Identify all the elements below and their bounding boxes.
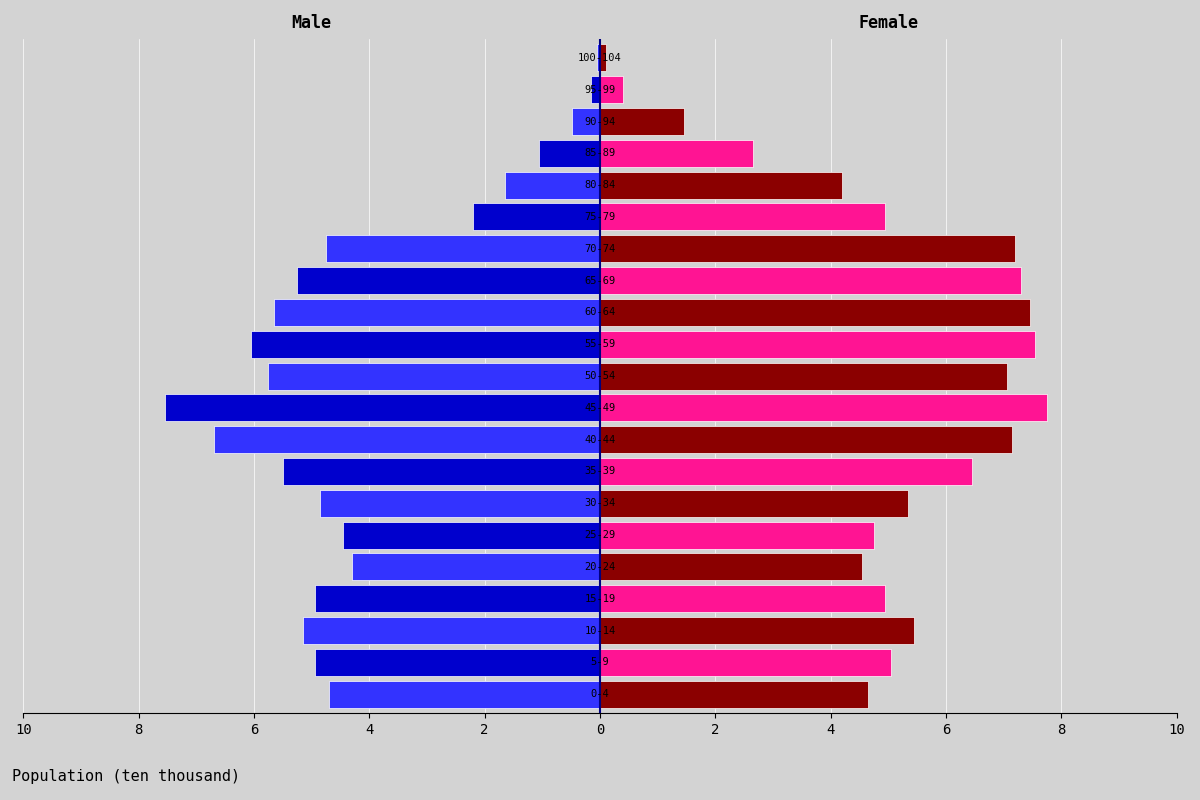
- Text: Female: Female: [858, 14, 918, 33]
- Bar: [592, 76, 600, 103]
- Bar: [275, 299, 600, 326]
- Bar: [283, 458, 600, 485]
- Bar: [304, 617, 600, 644]
- Bar: [343, 522, 600, 549]
- Bar: [505, 172, 600, 198]
- Bar: [600, 362, 1007, 390]
- Text: 50-54: 50-54: [584, 371, 616, 381]
- Bar: [600, 681, 868, 708]
- Text: 100-104: 100-104: [578, 53, 622, 63]
- Text: 75-79: 75-79: [584, 212, 616, 222]
- Bar: [314, 649, 600, 676]
- Bar: [326, 235, 600, 262]
- Text: 35-39: 35-39: [584, 466, 616, 477]
- Bar: [600, 172, 842, 198]
- Text: 20-24: 20-24: [584, 562, 616, 572]
- Bar: [600, 554, 863, 581]
- Bar: [600, 458, 972, 485]
- Text: Population (ten thousand): Population (ten thousand): [12, 769, 240, 784]
- Bar: [600, 203, 886, 230]
- Text: 45-49: 45-49: [584, 403, 616, 413]
- Bar: [600, 426, 1013, 453]
- Text: 30-34: 30-34: [584, 498, 616, 508]
- Text: 60-64: 60-64: [584, 307, 616, 318]
- Text: 85-89: 85-89: [584, 148, 616, 158]
- Text: 65-69: 65-69: [584, 276, 616, 286]
- Bar: [600, 76, 623, 103]
- Bar: [298, 267, 600, 294]
- Bar: [473, 203, 600, 230]
- Bar: [320, 490, 600, 517]
- Bar: [600, 140, 752, 167]
- Bar: [600, 44, 606, 71]
- Bar: [164, 394, 600, 422]
- Bar: [214, 426, 600, 453]
- Bar: [600, 394, 1046, 422]
- Bar: [352, 554, 600, 581]
- Text: 10-14: 10-14: [584, 626, 616, 635]
- Bar: [600, 108, 684, 135]
- Bar: [251, 330, 600, 358]
- Bar: [600, 617, 914, 644]
- Text: Male: Male: [292, 14, 331, 33]
- Bar: [314, 586, 600, 612]
- Bar: [600, 586, 886, 612]
- Bar: [600, 235, 1015, 262]
- Bar: [600, 490, 908, 517]
- Text: 40-44: 40-44: [584, 434, 616, 445]
- Text: 5-9: 5-9: [590, 658, 610, 667]
- Bar: [329, 681, 600, 708]
- Bar: [600, 299, 1030, 326]
- Bar: [600, 522, 874, 549]
- Bar: [600, 649, 892, 676]
- Text: 55-59: 55-59: [584, 339, 616, 350]
- Bar: [598, 44, 600, 71]
- Text: 25-29: 25-29: [584, 530, 616, 540]
- Bar: [600, 267, 1021, 294]
- Bar: [572, 108, 600, 135]
- Bar: [540, 140, 600, 167]
- Text: 95-99: 95-99: [584, 85, 616, 94]
- Text: 90-94: 90-94: [584, 117, 616, 126]
- Text: 70-74: 70-74: [584, 244, 616, 254]
- Bar: [269, 362, 600, 390]
- Bar: [600, 330, 1036, 358]
- Text: 15-19: 15-19: [584, 594, 616, 604]
- Text: 0-4: 0-4: [590, 689, 610, 699]
- Text: 80-84: 80-84: [584, 180, 616, 190]
